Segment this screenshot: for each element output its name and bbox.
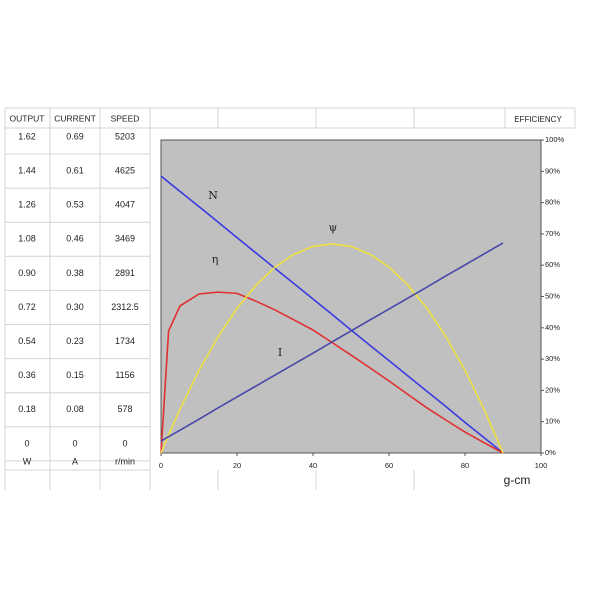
table-cell: 1734: [115, 336, 135, 346]
x-tick-label: 40: [309, 461, 317, 470]
y-tick-label: 80%: [545, 198, 560, 207]
unit-cell: A: [72, 456, 78, 466]
y-tick-label: 70%: [545, 229, 560, 238]
table-cell: 4047: [115, 200, 135, 210]
table-cell: 0.61: [66, 165, 84, 175]
x-tick-label: 80: [461, 461, 469, 470]
table-cell: 0.90: [18, 268, 36, 278]
column-header: CURRENT: [54, 113, 96, 123]
series-line: [160, 243, 504, 454]
x-tick-label: 100: [535, 461, 548, 470]
table-cell: 0.18: [18, 404, 36, 414]
x-tick-label: 0: [159, 461, 163, 470]
y-tick-label: 10%: [545, 417, 560, 426]
table-cell: 0.69: [66, 131, 84, 141]
y-tick-label: 60%: [545, 260, 560, 269]
series-line: [160, 175, 504, 454]
table-cell: 0: [24, 438, 29, 448]
y-tick-label: 20%: [545, 385, 560, 394]
column-header: OUTPUT: [10, 113, 45, 123]
plot-area: [160, 139, 542, 454]
x-axis-title: g-cm: [504, 473, 531, 487]
table-cell: 2312.5: [111, 302, 139, 312]
y-tick-label: 40%: [545, 323, 560, 332]
series-label: ψ: [329, 221, 338, 234]
x-tick-label: 20: [233, 461, 241, 470]
table-cell: 1156: [115, 370, 134, 380]
table-cell: 1.26: [18, 200, 36, 210]
table-cell: 0.23: [66, 336, 84, 346]
series-label: N: [208, 189, 218, 202]
series-label: η: [212, 253, 219, 266]
table-cell: 0.72: [18, 302, 36, 312]
unit-cell: W: [23, 456, 32, 466]
table-cell: 5203: [115, 131, 135, 141]
sheet-grid: [4, 107, 576, 490]
table-cell: 578: [117, 404, 132, 414]
table-cell: 4625: [115, 165, 135, 175]
table-cell: 0.15: [66, 370, 84, 380]
table-cell: 3469: [115, 234, 135, 244]
table-cell: 0: [122, 438, 127, 448]
table-cell: 0.08: [66, 404, 84, 414]
y-tick-label: 90%: [545, 166, 560, 175]
table-cell: 1.08: [18, 234, 36, 244]
series-label: I: [278, 346, 282, 359]
table-cell: 0.30: [66, 302, 84, 312]
table-cell: 1.44: [18, 165, 36, 175]
table-cell: 0: [72, 438, 77, 448]
column-header: SPEED: [111, 113, 140, 123]
y-tick-label: 50%: [545, 291, 560, 300]
table-cell: 2891: [115, 268, 135, 278]
y-tick-label: 100%: [545, 135, 565, 144]
table-cell: 1.62: [18, 131, 36, 141]
table-cell: 0.54: [18, 336, 36, 346]
y-tick-label: 30%: [545, 354, 560, 363]
table-cell: 0.53: [66, 200, 84, 210]
table-cell: 0.38: [66, 268, 84, 278]
series-line: [160, 242, 504, 442]
series-line: [160, 291, 504, 454]
y-tick-label: 0%: [545, 448, 556, 457]
y-axis-title: EFFICIENCY: [514, 115, 562, 124]
x-tick-label: 60: [385, 461, 393, 470]
unit-cell: r/min: [115, 456, 135, 466]
table-cell: 0.36: [18, 370, 36, 380]
table-cell: 0.46: [66, 234, 84, 244]
